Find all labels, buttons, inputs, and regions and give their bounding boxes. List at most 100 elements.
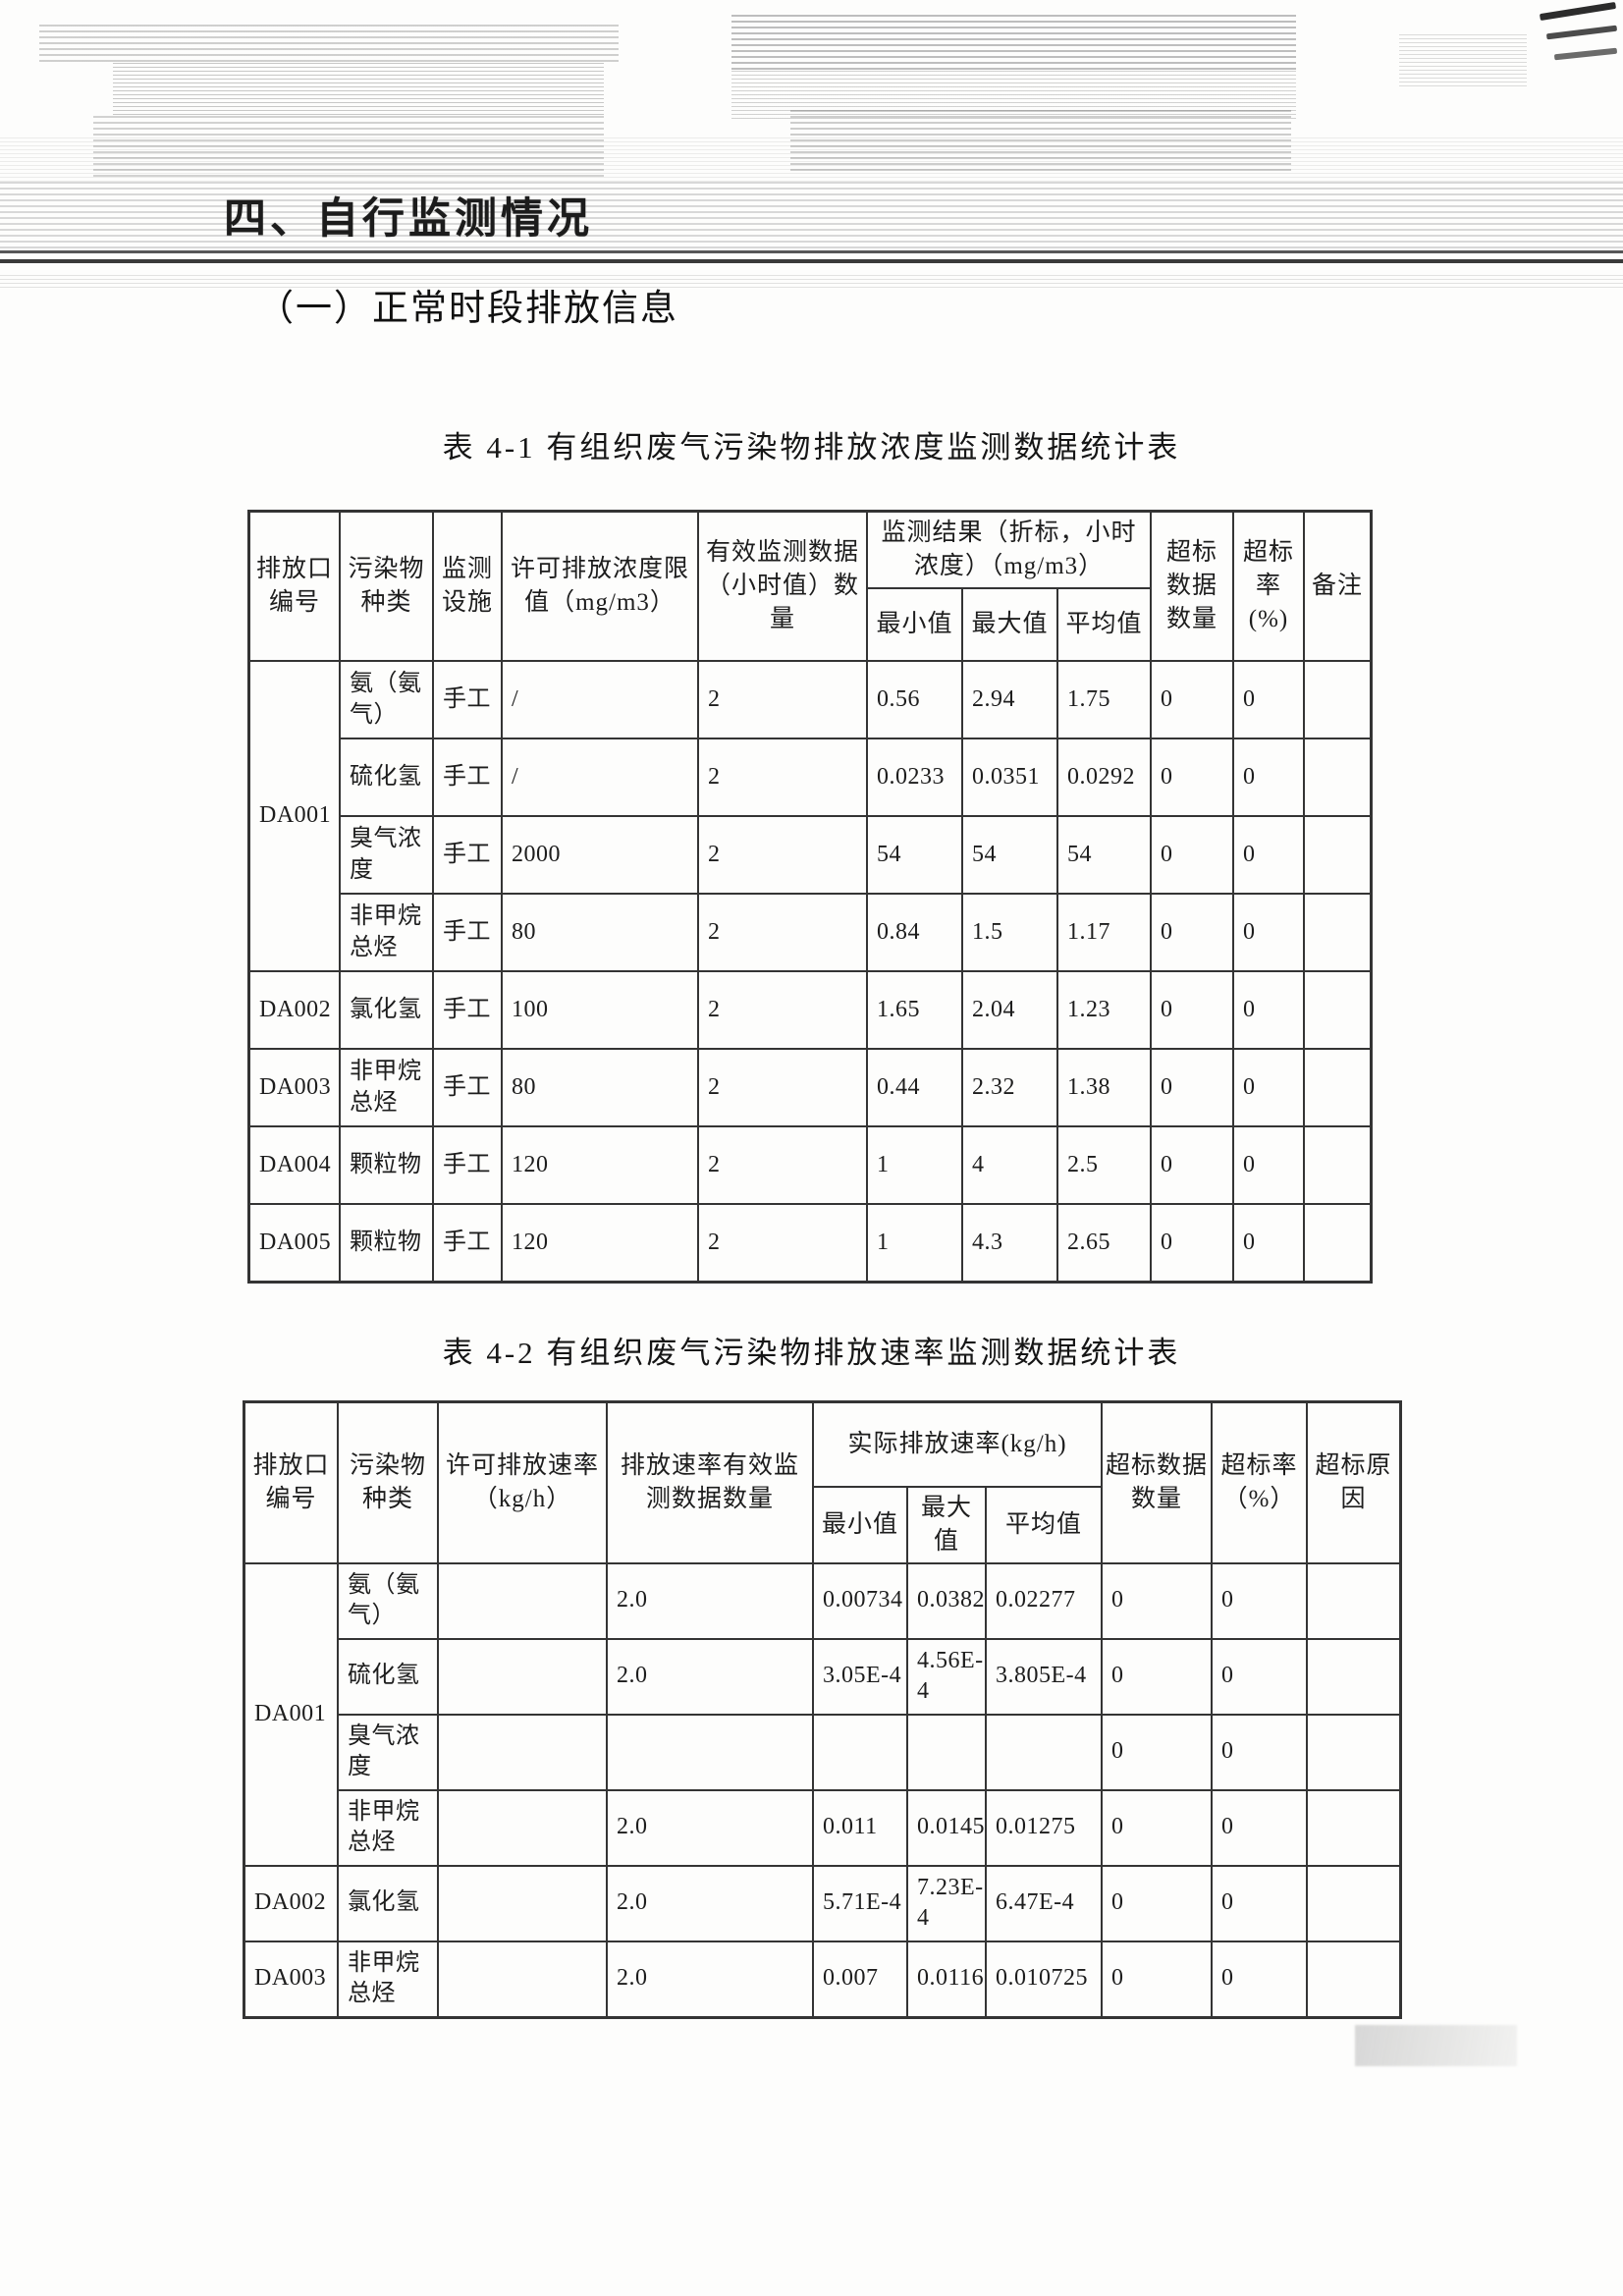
- cell-max: 4.3: [961, 1203, 1058, 1283]
- cell-exceed-count: 0: [1150, 893, 1234, 972]
- scan-artifact: [39, 25, 619, 66]
- cell-permit: [437, 1788, 608, 1867]
- cell-count: 2: [697, 660, 868, 739]
- cell-reason: [1306, 1864, 1402, 1942]
- cell-outlet: DA003: [243, 1940, 339, 2018]
- cell-limit: 2000: [501, 815, 699, 895]
- cell-reason: [1306, 1637, 1402, 1716]
- cell-avg: 3.805E-4: [984, 1637, 1104, 1716]
- scan-artifact: [1355, 2025, 1517, 2066]
- cell-count: 2: [697, 1048, 868, 1127]
- cell-count: 2.0: [606, 1864, 814, 1942]
- cell-exceed-count: 0: [1150, 660, 1234, 739]
- cell-facility: 手工: [432, 738, 503, 817]
- cell-exceed-rate: 0: [1211, 1788, 1309, 1867]
- cell-min: 0.011: [812, 1788, 908, 1867]
- header-max: 最大值: [961, 587, 1058, 662]
- cell-remark: [1303, 738, 1372, 817]
- cell-exceed-rate: 0: [1211, 1561, 1309, 1640]
- cell-exceed-count: 0: [1101, 1788, 1214, 1867]
- cell-avg: 6.47E-4: [984, 1864, 1104, 1942]
- header-rate-group: 实际排放速率(kg/h): [811, 1401, 1104, 1488]
- header-exceed-rate: 超标率（%）: [1211, 1401, 1309, 1564]
- scan-artifact: [0, 275, 1623, 291]
- cell-avg: [984, 1713, 1104, 1791]
- cell-min: 0.00734: [812, 1561, 908, 1640]
- cell-min: 0.56: [866, 660, 963, 739]
- cell-remark: [1303, 1203, 1372, 1283]
- header-permit: 许可排放速率（kg/h）: [437, 1401, 608, 1564]
- header-valid-count: 排放速率有效监测数据数量: [606, 1401, 814, 1564]
- subsection-heading: （一）正常时段排放信息: [257, 289, 678, 329]
- cell-limit: 120: [501, 1203, 699, 1283]
- cell-max: [906, 1713, 987, 1791]
- cell-exceed-count: 0: [1101, 1940, 1214, 2018]
- header-max: 最大值: [906, 1486, 987, 1564]
- cell-pollutant: 颗粒物: [339, 1125, 434, 1205]
- cell-permit: [437, 1713, 608, 1791]
- cell-outlet: DA001: [243, 1561, 339, 1867]
- cell-avg: 2.65: [1056, 1203, 1152, 1283]
- cell-avg: 0.01275: [984, 1788, 1104, 1867]
- table-row: DA003 非甲烷总烃 手工 80 2 0.44 2.32 1.38 0 0: [248, 1048, 1372, 1127]
- cell-min: 5.71E-4: [812, 1864, 908, 1942]
- cell-count: 2.0: [606, 1637, 814, 1716]
- cell-limit: 80: [501, 893, 699, 972]
- cell-outlet: DA002: [248, 970, 341, 1050]
- cell-exceed-rate: 0: [1232, 660, 1305, 739]
- cell-facility: 手工: [432, 815, 503, 895]
- cell-pollutant: 硫化氢: [337, 1637, 439, 1716]
- cell-pollutant: 氨（氨气）: [337, 1561, 439, 1640]
- cell-remark: [1303, 970, 1372, 1050]
- table2-rate: 排放口编号 污染物种类 许可排放速率（kg/h） 排放速率有效监测数据数量 实际…: [243, 1401, 1402, 2018]
- cell-count: 2: [697, 970, 868, 1050]
- scan-artifact: [1545, 25, 1618, 40]
- header-min: 最小值: [812, 1486, 908, 1564]
- cell-max: 0.0116: [906, 1940, 987, 2018]
- cell-exceed-rate: 0: [1232, 1048, 1305, 1127]
- cell-avg: 54: [1056, 815, 1152, 895]
- cell-avg: 1.75: [1056, 660, 1152, 739]
- table-row: 硫化氢 2.0 3.05E-4 4.56E-4 3.805E-4 0 0: [244, 1637, 1402, 1716]
- header-valid-count: 有效监测数据（小时值）数量: [697, 511, 868, 662]
- scan-artifact: [790, 110, 1291, 175]
- cell-exceed-count: 0: [1150, 815, 1234, 895]
- cell-remark: [1303, 1048, 1372, 1127]
- cell-outlet: DA004: [248, 1125, 341, 1205]
- cell-min: 0.0233: [866, 738, 963, 817]
- cell-reason: [1306, 1561, 1402, 1640]
- cell-exceed-rate: 0: [1232, 1203, 1305, 1283]
- cell-pollutant: 氯化氢: [339, 970, 434, 1050]
- cell-avg: 0.010725: [984, 1940, 1104, 2018]
- cell-count: [606, 1713, 814, 1791]
- header-exceed-rate: 超标率(%): [1232, 511, 1305, 662]
- cell-avg: 0.0292: [1056, 738, 1152, 817]
- cell-limit: 80: [501, 1048, 699, 1127]
- cell-facility: 手工: [432, 893, 503, 972]
- cell-limit: 100: [501, 970, 699, 1050]
- cell-facility: 手工: [432, 970, 503, 1050]
- cell-remark: [1303, 1125, 1372, 1205]
- cell-exceed-count: 0: [1150, 1048, 1234, 1127]
- cell-avg: 1.23: [1056, 970, 1152, 1050]
- scan-artifact: [113, 63, 604, 118]
- scan-artifact: [1539, 1, 1617, 22]
- cell-exceed-count: 0: [1101, 1561, 1214, 1640]
- section-heading: 四、自行监测情况: [224, 195, 593, 243]
- cell-avg: 1.17: [1056, 893, 1152, 972]
- cell-exceed-count: 0: [1150, 1125, 1234, 1205]
- cell-pollutant: 臭气浓度: [337, 1713, 439, 1791]
- cell-exceed-count: 0: [1150, 970, 1234, 1050]
- header-avg: 平均值: [1056, 587, 1152, 662]
- cell-avg: 1.38: [1056, 1048, 1152, 1127]
- cell-exceed-count: 0: [1101, 1864, 1214, 1942]
- cell-pollutant: 硫化氢: [339, 738, 434, 817]
- cell-pollutant: 非甲烷总烃: [337, 1940, 439, 2018]
- cell-reason: [1306, 1713, 1402, 1791]
- cell-max: 2.32: [961, 1048, 1058, 1127]
- cell-facility: 手工: [432, 1203, 503, 1283]
- table-row: DA002 氯化氢 手工 100 2 1.65 2.04 1.23 0 0: [248, 970, 1372, 1050]
- cell-count: 2.0: [606, 1561, 814, 1640]
- cell-max: 2.04: [961, 970, 1058, 1050]
